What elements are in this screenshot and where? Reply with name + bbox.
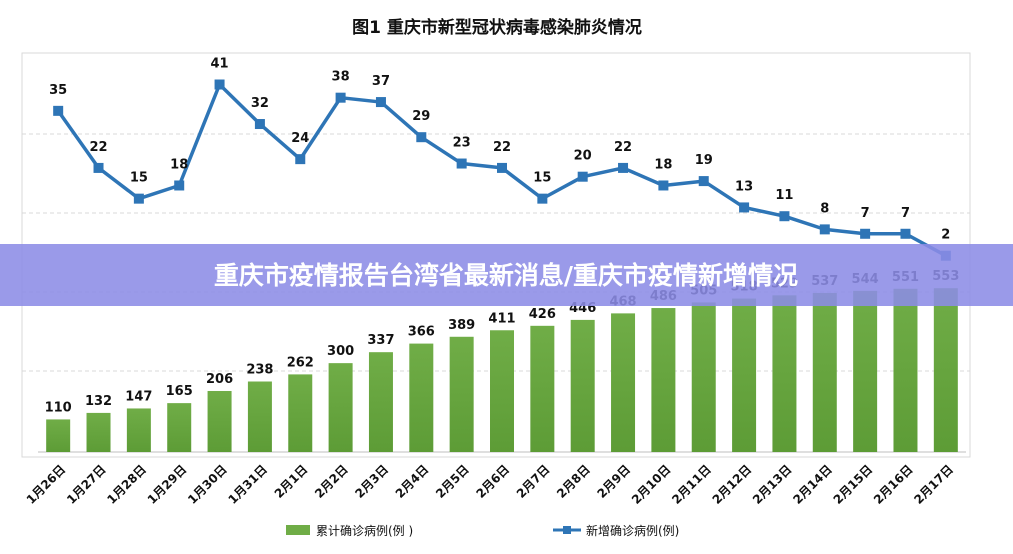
bar-value-label: 411 — [488, 311, 515, 326]
line-value-label: 32 — [251, 96, 269, 111]
line-marker — [698, 176, 709, 187]
bar-series — [46, 288, 958, 452]
bar — [449, 336, 474, 452]
legend: 累计确诊病例(例 ) 新增确诊病例(例) — [286, 523, 679, 538]
bar — [611, 313, 636, 452]
line-marker — [133, 193, 144, 204]
line-value-label: 20 — [574, 149, 592, 164]
line-marker — [860, 228, 871, 239]
line-value-label: 7 — [861, 206, 870, 221]
line-value-label: 29 — [412, 109, 430, 124]
bar-value-label: 262 — [287, 355, 314, 370]
bar-value-label: 206 — [206, 372, 233, 387]
bar — [490, 330, 514, 452]
line-marker — [214, 79, 225, 90]
line-marker — [658, 180, 669, 191]
bar — [288, 374, 313, 452]
line-marker — [254, 119, 265, 130]
line-series — [53, 79, 951, 261]
line-marker — [900, 228, 911, 239]
line-marker — [335, 92, 346, 103]
line-value-label: 22 — [493, 140, 511, 155]
line-value-label: 19 — [695, 153, 713, 168]
line-value-label: 18 — [654, 157, 672, 172]
legend-bar-label: 累计确诊病例(例 ) — [316, 523, 413, 538]
bar — [530, 325, 555, 452]
line-value-label: 37 — [372, 74, 390, 89]
line-marker — [577, 171, 588, 182]
bar — [126, 408, 151, 452]
chart-title: 图1 重庆市新型冠状病毒感染肺炎情况 — [352, 17, 642, 38]
line-marker — [53, 105, 64, 116]
bar-value-label: 366 — [408, 325, 435, 340]
bar — [368, 352, 393, 452]
bar — [893, 288, 918, 452]
line-marker — [819, 224, 830, 235]
line-value-label: 18 — [170, 157, 188, 172]
line-marker — [174, 180, 185, 191]
bar — [46, 419, 71, 452]
legend-line-label: 新增确诊病例(例) — [586, 523, 679, 538]
line-value-label: 22 — [89, 140, 107, 155]
line-value-label: 8 — [820, 201, 829, 216]
bar — [933, 288, 958, 452]
bar — [853, 290, 878, 452]
bar-value-label: 110 — [45, 400, 72, 415]
line-marker — [618, 162, 629, 173]
bar — [328, 363, 353, 452]
bar-value-label: 165 — [166, 384, 193, 399]
bar — [167, 403, 192, 452]
line-value-label: 2 — [941, 228, 950, 243]
line-value-label: 24 — [291, 131, 309, 146]
bar — [812, 292, 837, 452]
bar — [409, 343, 434, 452]
line-marker — [456, 158, 467, 169]
line-marker — [375, 97, 386, 108]
line-value-label: 15 — [533, 171, 551, 186]
bar — [247, 381, 272, 452]
line-value-label: 23 — [453, 136, 471, 151]
line-marker — [739, 202, 750, 213]
line-value-label: 38 — [332, 70, 350, 85]
bar-value-label: 300 — [327, 344, 354, 359]
bar — [207, 390, 232, 452]
line-marker — [93, 162, 104, 173]
bar — [772, 295, 797, 452]
bar — [86, 412, 111, 452]
line-value-label: 41 — [211, 57, 229, 72]
line-value-label: 13 — [735, 179, 753, 194]
line-value-label: 7 — [901, 206, 910, 221]
line-marker — [537, 193, 548, 204]
bar — [691, 302, 716, 452]
bar-value-label: 147 — [125, 389, 152, 404]
bar — [651, 308, 676, 452]
bar — [570, 319, 595, 452]
legend-bar-swatch — [286, 525, 310, 535]
legend-line-marker — [563, 526, 571, 534]
bar-value-label: 132 — [85, 394, 112, 409]
bar-value-label: 389 — [448, 318, 475, 333]
banner-background — [0, 244, 1013, 306]
line-value-label: 15 — [130, 171, 148, 186]
overlay-banner: 重庆市疫情报告台湾省最新消息/重庆市疫情新增情况 — [0, 244, 1013, 306]
bar-value-label: 337 — [367, 333, 394, 348]
line-value-label: 35 — [49, 83, 67, 98]
line-marker — [295, 154, 306, 165]
line-value-label: 11 — [775, 188, 793, 203]
bar-value-label: 426 — [529, 307, 556, 322]
line-marker — [497, 162, 507, 173]
line-value-label: 22 — [614, 140, 632, 155]
bar — [732, 298, 757, 452]
banner-title: 重庆市疫情报告台湾省最新消息/重庆市疫情新增情况 — [214, 261, 798, 290]
bar-value-label: 238 — [246, 363, 273, 378]
line-marker — [416, 132, 427, 143]
line-data-labels: 35 22 15 18 41 32 24 38 37 29 23 22 15 20 22 18 19 13 11 8 7… — [49, 57, 950, 243]
line-marker — [779, 211, 790, 222]
